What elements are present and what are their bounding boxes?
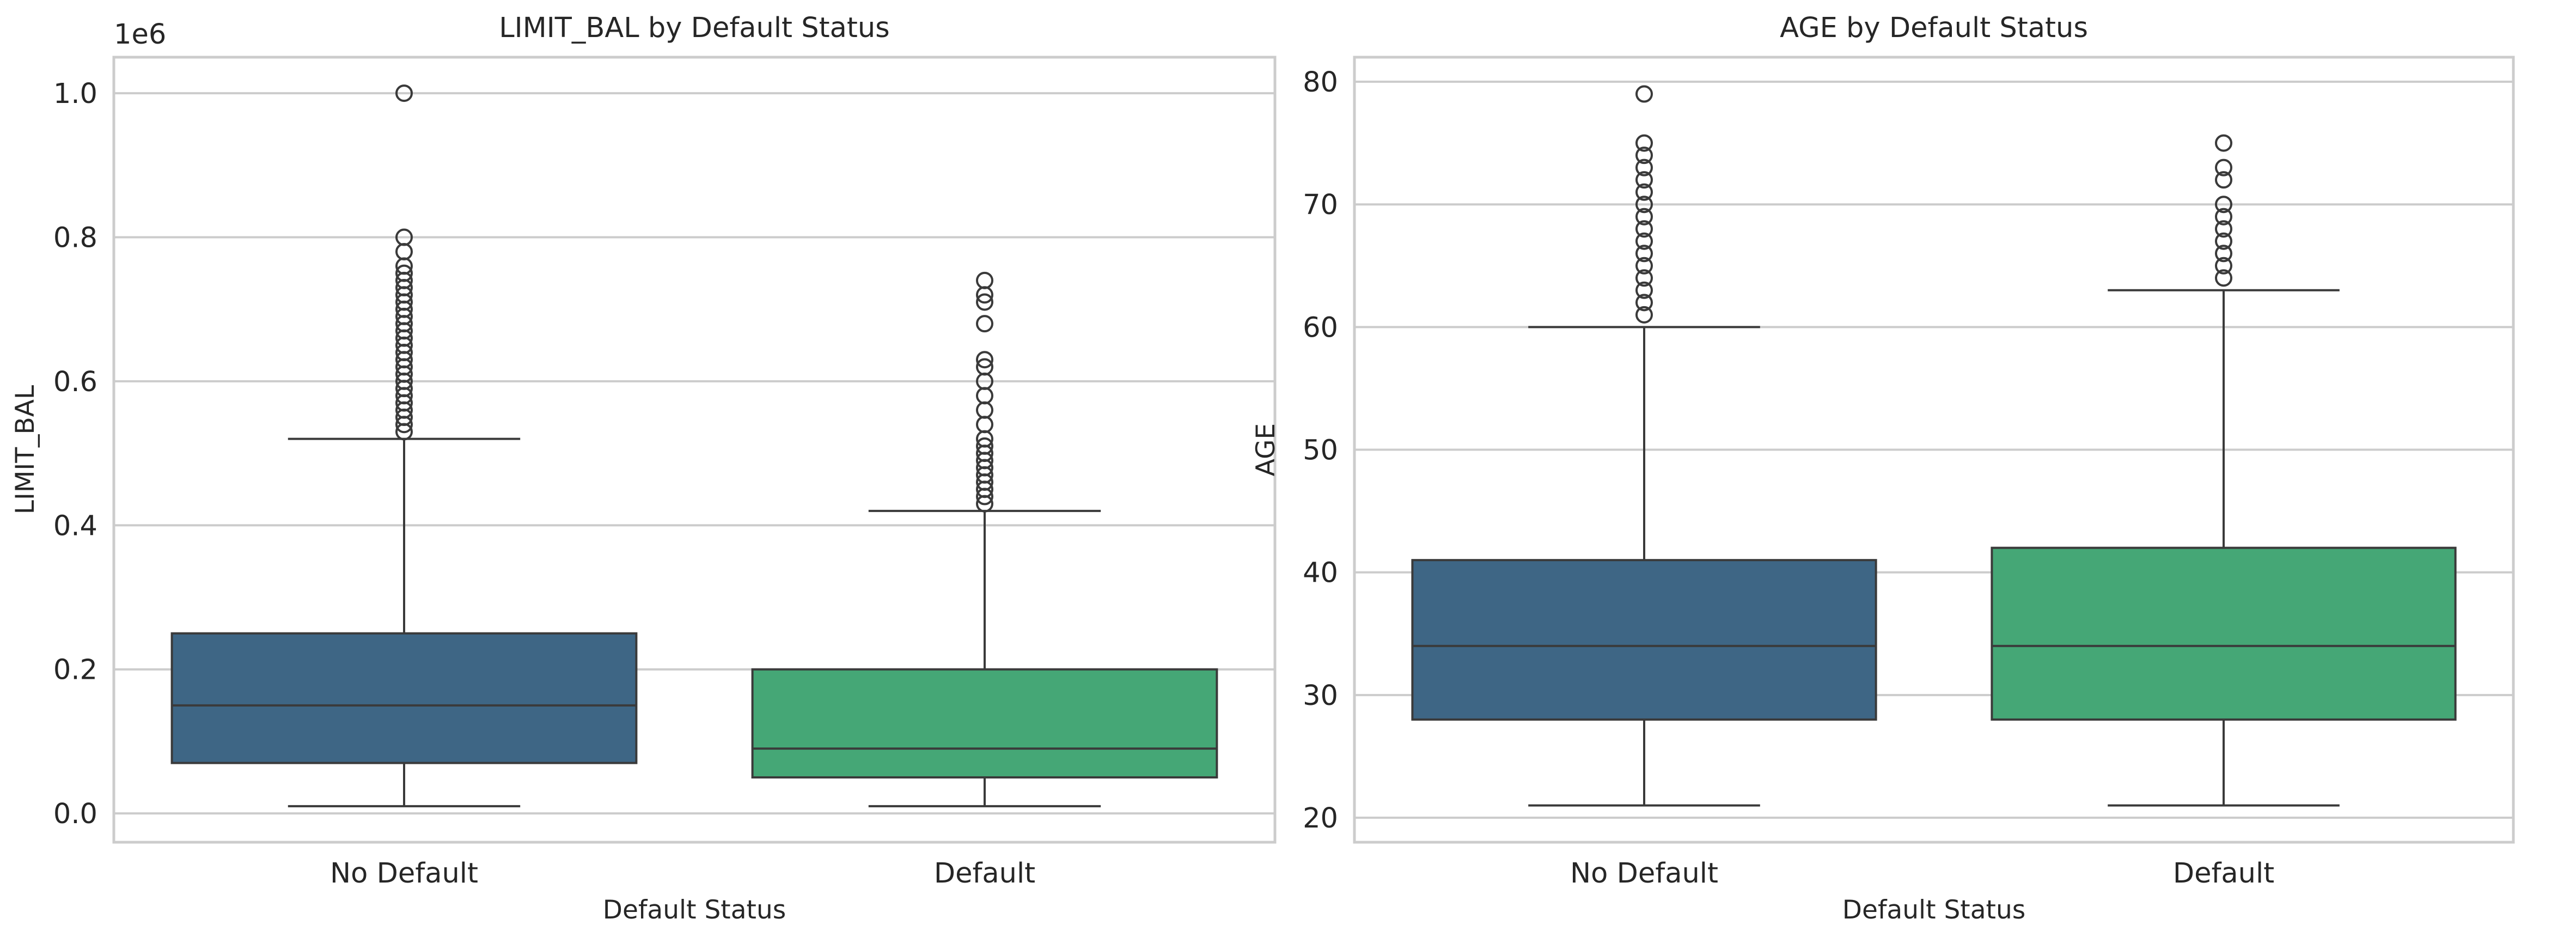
outlier-point <box>2215 220 2232 238</box>
outlier-point <box>976 293 993 311</box>
outlier-point <box>395 264 413 282</box>
limit-bal-y-tick-label: 0.8 <box>53 222 97 254</box>
age-plot-frame <box>1353 56 2515 844</box>
outlier-point <box>2215 232 2232 250</box>
outlier-point <box>1635 220 1653 238</box>
outlier-point <box>1635 159 1653 177</box>
outlier-point <box>1635 281 1653 299</box>
outlier-point <box>2215 208 2232 226</box>
outlier-point <box>1635 245 1653 263</box>
age-x-axis-label: Default Status <box>1842 895 2025 925</box>
age-x-tick-label: Default <box>2173 857 2274 890</box>
limit-bal-plot-frame <box>112 56 1277 844</box>
outlier-point <box>1635 134 1653 152</box>
outlier-point <box>1635 269 1653 287</box>
limit-bal-boxes <box>170 84 1218 807</box>
age-y-tick-label: 40 <box>1303 557 1338 589</box>
limit-bal-x-tick-label: Default <box>934 857 1035 890</box>
limit-bal-x-tick-label: No Default <box>330 857 478 890</box>
age-boxes <box>1411 85 2457 807</box>
age-y-tick-label: 30 <box>1303 680 1338 712</box>
iqr-box <box>170 632 638 764</box>
limit-bal-chart-title: LIMIT_BAL by Default Status <box>499 12 890 44</box>
outlier-point <box>1635 147 1653 165</box>
age-y-tick-label: 20 <box>1303 802 1338 835</box>
outlier-point <box>395 242 413 260</box>
iqr-box <box>751 668 1218 779</box>
outlier-point <box>1635 183 1653 201</box>
outlier-point <box>2215 245 2232 263</box>
limit-bal-y-offset-label: 1e6 <box>114 19 166 51</box>
limit-bal-x-axis-label: Default Status <box>603 895 786 925</box>
limit-bal-panel: 0.0 0.2 0.4 0.6 0.8 1.0 No Default Default LIM… <box>10 12 1277 925</box>
outlier-point <box>976 401 993 419</box>
age-y-tick-label: 60 <box>1303 312 1338 344</box>
iqr-box <box>1411 559 1877 721</box>
limit-bal-y-tick-label: 0.6 <box>53 366 97 398</box>
limit-bal-y-tick-label: 0.0 <box>53 798 97 830</box>
age-y-tick-label: 50 <box>1303 435 1338 467</box>
outlier-point <box>976 358 993 376</box>
age-panel: 20 30 40 50 60 70 80 No Default Default AGE by … <box>1251 12 2515 925</box>
age-y-axis-label: AGE <box>1251 423 1281 476</box>
age-x-ticks: No Default Default <box>1570 857 2274 890</box>
outlier-point <box>1635 85 1653 103</box>
outlier-point <box>1635 171 1653 189</box>
outlier-point <box>976 416 993 434</box>
age-y-ticks: 20 30 40 50 60 70 80 <box>1303 66 1338 835</box>
age-x-tick-label: No Default <box>1570 857 1718 890</box>
age-box-1 <box>1991 134 2457 807</box>
age-chart-title: AGE by Default Status <box>1780 12 2088 44</box>
outlier-point <box>1635 257 1653 275</box>
age-y-tick-label: 80 <box>1303 66 1338 99</box>
age-box-0 <box>1411 85 1877 807</box>
outlier-point <box>2215 134 2232 152</box>
outlier-point <box>976 315 993 333</box>
outlier-point <box>1635 294 1653 312</box>
outlier-point <box>2215 171 2232 189</box>
limit-bal-y-tick-label: 0.2 <box>53 654 97 686</box>
outlier-point <box>1635 232 1653 250</box>
age-y-tick-label: 70 <box>1303 189 1338 221</box>
limit-bal-y-axis-label: LIMIT_BAL <box>10 385 40 514</box>
outlier-point <box>1635 208 1653 226</box>
limit-bal-x-ticks: No Default Default <box>330 857 1035 890</box>
limit-bal-box-1 <box>751 271 1218 807</box>
limit-bal-y-ticks: 0.0 0.2 0.4 0.6 0.8 1.0 <box>53 78 97 830</box>
outlier-point <box>1635 306 1653 324</box>
outlier-point <box>976 387 993 405</box>
outlier-point <box>395 84 413 102</box>
outlier-point <box>2215 269 2232 287</box>
outlier-point <box>2215 196 2232 214</box>
outlier-point <box>2215 159 2232 177</box>
outlier-point <box>976 437 993 455</box>
outlier-point <box>1635 196 1653 214</box>
iqr-box <box>1991 546 2457 721</box>
limit-bal-y-tick-label: 0.4 <box>53 510 97 542</box>
outlier-point <box>395 228 413 246</box>
limit-bal-y-tick-label: 1.0 <box>53 78 97 110</box>
outlier-point <box>976 351 993 369</box>
outlier-point <box>976 271 993 289</box>
outlier-point <box>2215 257 2232 275</box>
limit-bal-box-0 <box>170 84 638 807</box>
